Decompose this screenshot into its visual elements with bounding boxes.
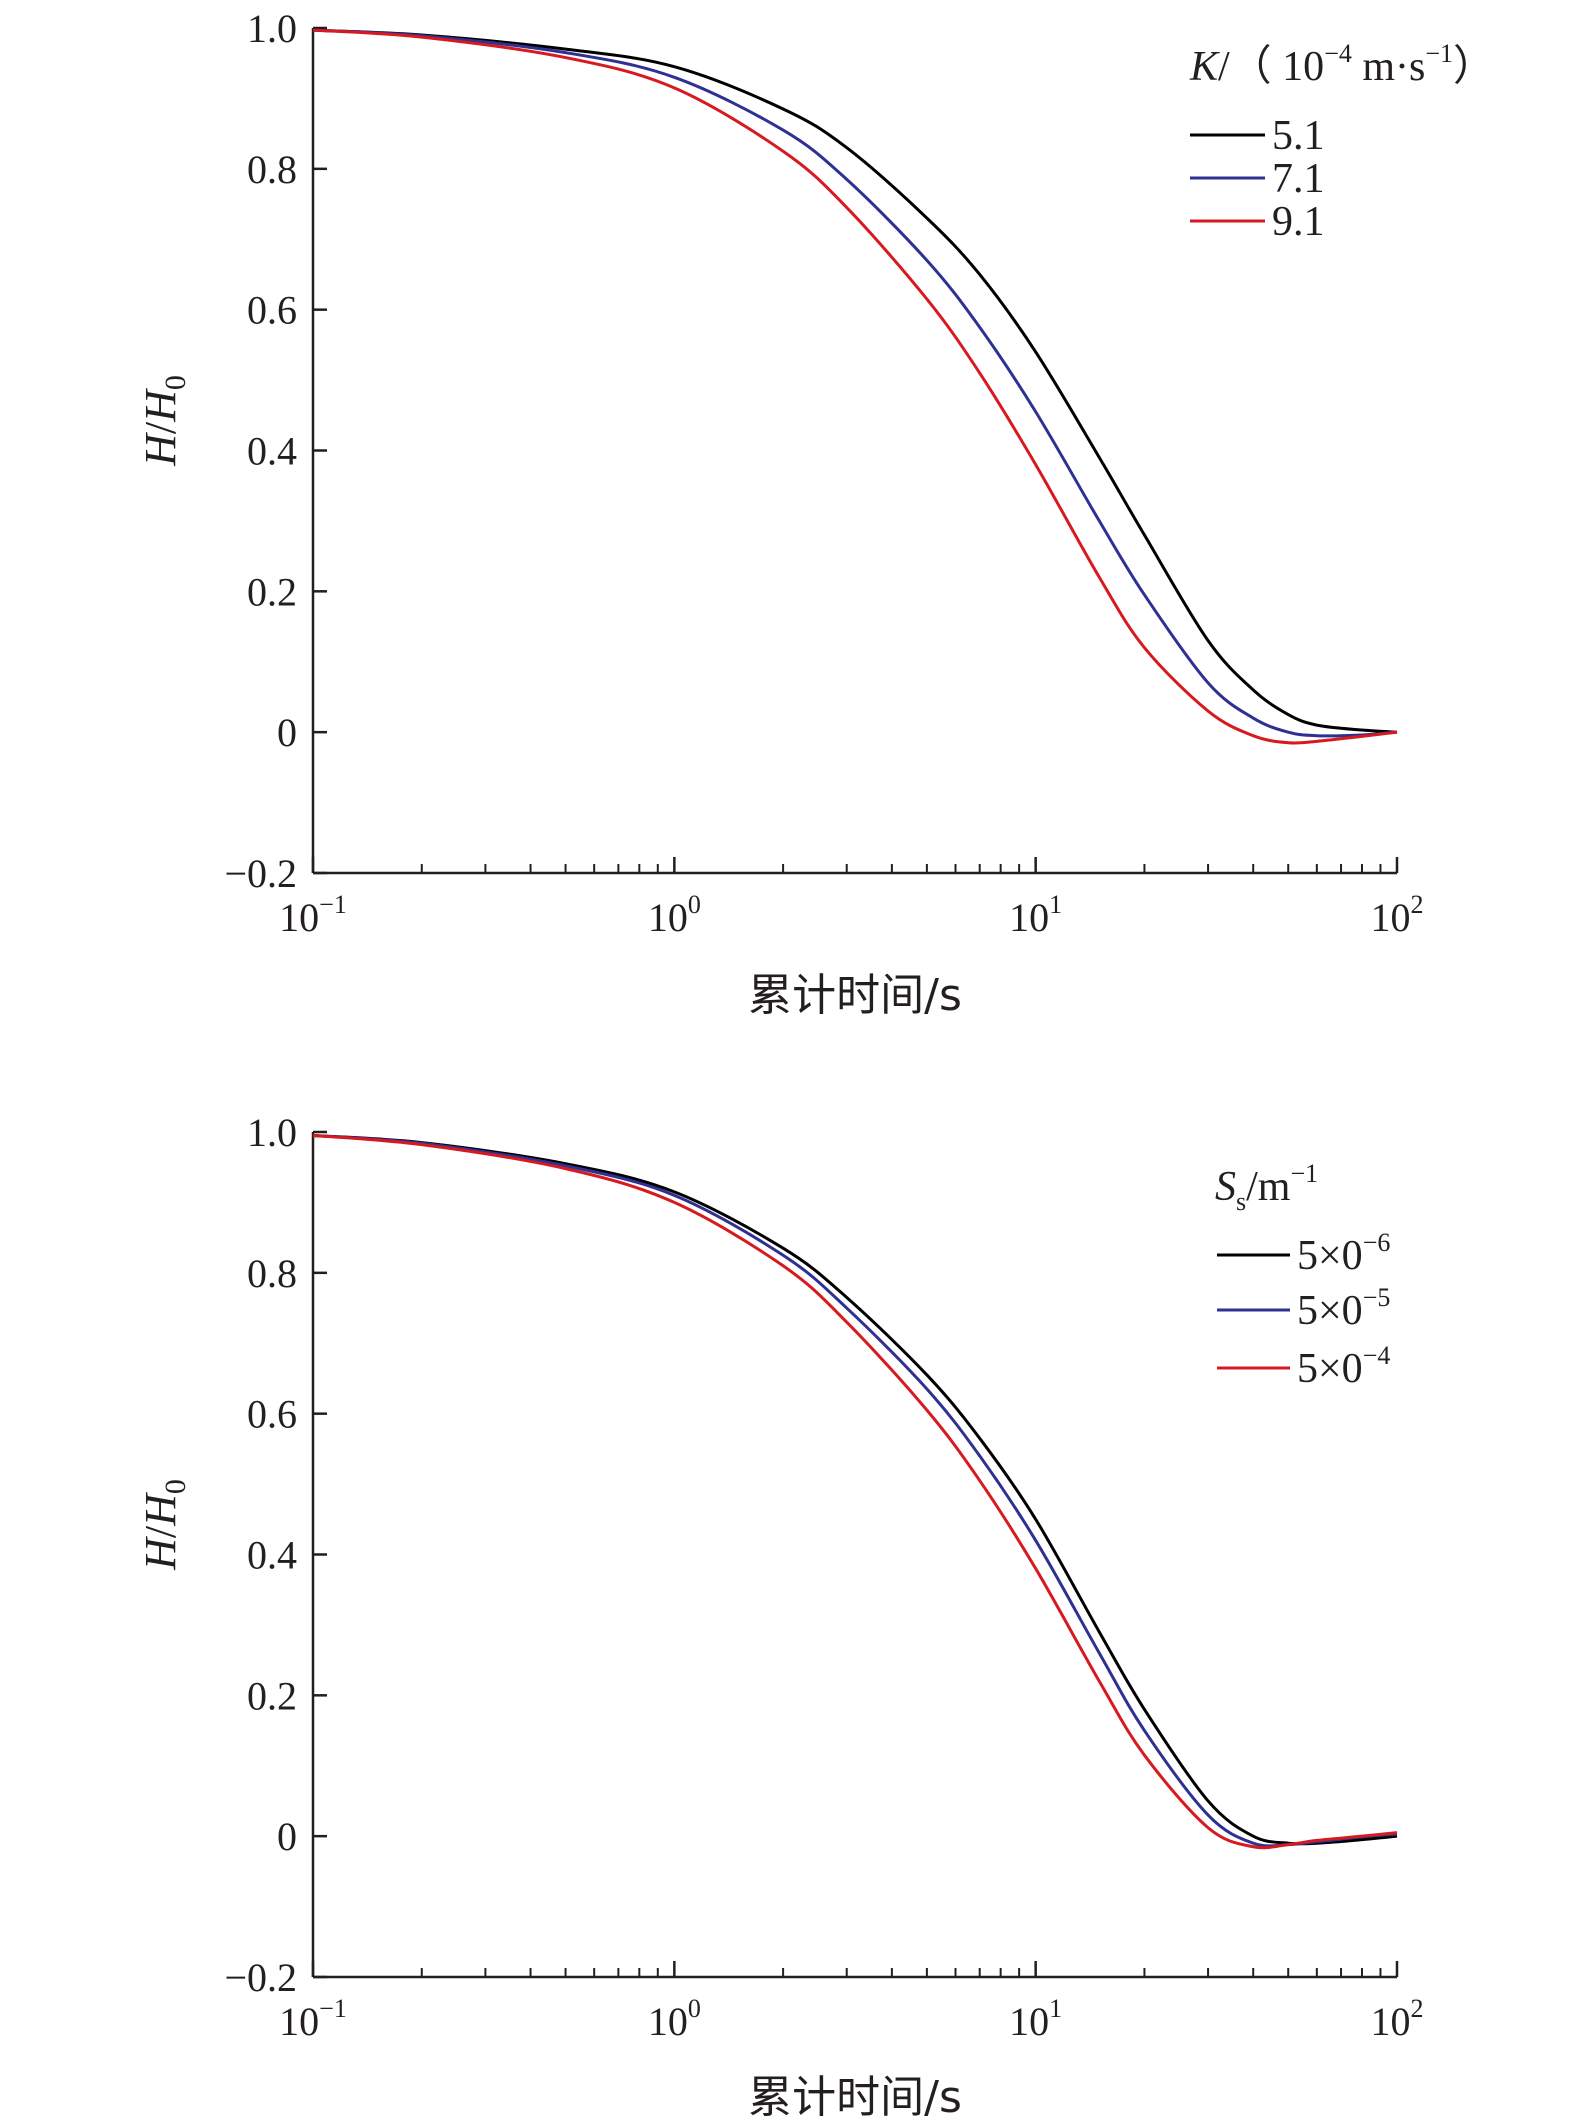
x-tick-base: 10	[1009, 895, 1049, 940]
y-axis-title: H/H0	[136, 375, 192, 467]
x-tick-base: 10	[1371, 1999, 1411, 2044]
legend-title-part: ）	[1453, 44, 1495, 90]
y-title-slash: /	[136, 1525, 185, 1538]
y-tick-label: 1.0	[247, 1110, 297, 1155]
x-tick-base: 10	[648, 895, 688, 940]
legend-title-part: s	[1236, 1187, 1246, 1216]
x-tick-base: 10	[279, 895, 319, 940]
y-title-h: H	[136, 1536, 185, 1571]
series-line-3	[312, 28, 1398, 745]
legend-entry-3: 9.1	[1272, 199, 1325, 245]
legend-entry-1: 5×0−6	[1297, 1228, 1390, 1279]
chart-panel-1: −0.200.20.40.60.81.010−1 100 101 102累计时间/sH…	[136, 6, 1495, 1021]
series-line-3	[312, 1134, 1398, 1850]
y-tick-label: 0.8	[247, 1251, 297, 1296]
legend-entry-exponent: −5	[1363, 1283, 1391, 1312]
x-tick-base: 10	[1371, 895, 1411, 940]
series-line-2	[312, 28, 1398, 738]
legend-entry-3: 5×0−4	[1297, 1341, 1390, 1392]
x-tick-label: 10−1	[279, 890, 347, 940]
x-tick-exponent: 2	[1411, 890, 1424, 919]
legend-entry-1: 5.1	[1272, 113, 1325, 159]
legend-entry-name: 5×0	[1297, 1233, 1363, 1279]
y-title-slash: /	[136, 421, 185, 434]
x-tick-exponent: 2	[1411, 1994, 1424, 2023]
legend-title-part: S	[1215, 1164, 1236, 1210]
x-tick-base: 10	[648, 1999, 688, 2044]
y-tick-label: 0	[277, 710, 297, 755]
x-axis-title: 累计时间/s	[748, 2072, 962, 2123]
series-line-2	[312, 1134, 1398, 1848]
legend-entry-name: 7.1	[1272, 156, 1325, 202]
legend: K/（ 10−4 m·s−1） 5.17.19.1	[1189, 39, 1495, 245]
legend-entry-exponent: −4	[1363, 1341, 1391, 1370]
x-tick-label: 100	[648, 890, 701, 940]
x-tick-exponent: 0	[688, 1994, 701, 2023]
legend-entry-name: 9.1	[1272, 199, 1325, 245]
y-tick-label: 0.8	[247, 147, 297, 192]
y-title-h: H	[136, 432, 185, 467]
legend-entry-2: 5×0−5	[1297, 1283, 1390, 1334]
x-tick-exponent: 1	[1049, 1994, 1062, 2023]
series-line-1	[312, 28, 1398, 734]
x-tick-label: 10−1	[279, 1994, 347, 2044]
legend-title-part: −1	[1425, 39, 1453, 68]
legend-title-part: −4	[1324, 39, 1352, 68]
series-line-1	[312, 1134, 1398, 1846]
y-tick-label: 0	[277, 1814, 297, 1859]
legend-entry-2: 7.1	[1272, 156, 1325, 202]
y-tick-label: 0.6	[247, 1392, 297, 1437]
y-title-subscript: 0	[159, 375, 192, 390]
y-tick-label: 0.6	[247, 288, 297, 333]
legend-title: Ss/m−1	[1215, 1159, 1318, 1216]
legend-title-part: m·s	[1352, 44, 1426, 90]
x-tick-label: 102	[1371, 890, 1424, 940]
x-tick-exponent: −1	[319, 1994, 347, 2023]
x-tick-exponent: 0	[688, 890, 701, 919]
legend-entry-name: 5×0	[1297, 1346, 1363, 1392]
y-tick-label: 0.2	[247, 569, 297, 614]
legend-title: K/（ 10−4 m·s−1）	[1189, 39, 1495, 90]
legend-entry-name: 5.1	[1272, 113, 1325, 159]
y-tick-label: −0.2	[224, 851, 297, 896]
y-tick-label: 0.4	[247, 429, 297, 474]
x-tick-label: 101	[1009, 1994, 1062, 2044]
y-tick-label: −0.2	[224, 1955, 297, 2000]
x-tick-base: 10	[279, 1999, 319, 2044]
legend-entry-name: 5×0	[1297, 1288, 1363, 1334]
y-title-subscript: 0	[159, 1479, 192, 1494]
legend-title-part: /m	[1246, 1164, 1291, 1210]
legend-title-part: K	[1189, 44, 1220, 90]
y-title-h0: H	[136, 1492, 185, 1527]
x-tick-base: 10	[1009, 1999, 1049, 2044]
x-axis-title: 累计时间/s	[748, 970, 962, 1021]
x-tick-label: 102	[1371, 1994, 1424, 2044]
y-axis-title: H/H0	[136, 1479, 192, 1571]
chart-panel-2: −0.200.20.40.60.81.010−1 100 101 102累计时间/sH…	[136, 1110, 1424, 2123]
y-tick-label: 1.0	[247, 6, 297, 51]
legend-title-part: /（ 10	[1218, 44, 1324, 90]
x-tick-label: 100	[648, 1994, 701, 2044]
x-tick-label: 101	[1009, 890, 1062, 940]
y-tick-label: 0.4	[247, 1533, 297, 1578]
legend-entry-exponent: −6	[1363, 1228, 1391, 1257]
y-tick-label: 0.2	[247, 1673, 297, 1718]
x-tick-exponent: −1	[319, 890, 347, 919]
x-tick-exponent: 1	[1049, 890, 1062, 919]
y-title-h0: H	[136, 388, 185, 423]
legend-title-part: −1	[1290, 1159, 1318, 1188]
legend: Ss/m−15×0−65×0−55×0−4	[1215, 1159, 1390, 1392]
